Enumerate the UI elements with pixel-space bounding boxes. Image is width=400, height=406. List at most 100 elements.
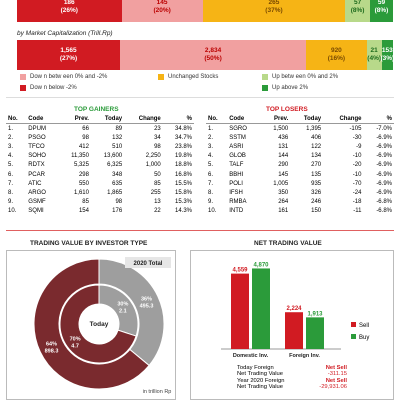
column-header: Prev.: [260, 115, 291, 124]
mcap-segment: 1,565 (27%): [17, 40, 121, 70]
table-cell: 5.: [8, 162, 14, 169]
loser-row: 1. SGRO 1,500 1,395 -105 -7.0%: [206, 124, 394, 134]
donut-slice-amount: 4.7: [71, 343, 79, 349]
table-cell: 6.: [208, 171, 214, 178]
table-cell: ARGO: [28, 189, 46, 196]
bar-value-label: 1,913: [307, 311, 323, 317]
legend-label: Dow n below -2%: [30, 85, 77, 91]
gainer-row: 3. TFCO 412 510 98 23.8%: [6, 142, 194, 151]
mcap-segment: 21 (4%): [366, 40, 382, 70]
table-cell: 1,500: [273, 125, 289, 132]
donut-slice-label: 30%: [117, 302, 128, 308]
gainer-row: 4. SOHO 11,350 13,600 2,250 19.8%: [6, 152, 194, 161]
donut-slice-label: 70%: [70, 336, 81, 342]
net-trading-bar-chart: 4,559 4,870 Domestic Inv. 2,224 1,913 Foreign…: [221, 262, 369, 359]
table-cell: -9: [356, 143, 362, 150]
table-cell: 326: [311, 189, 322, 196]
legend-label: Dow n betw een 0% and -2%: [30, 74, 108, 80]
table-cell: PCAR: [28, 171, 45, 178]
column-header: Today: [290, 115, 324, 124]
year-foreign-row: Year 2020 Foreign Net Sell: [237, 378, 347, 384]
table-cell: IFSH: [229, 189, 243, 196]
table-cell: 98: [115, 199, 123, 206]
table-cell: -6.9%: [376, 180, 392, 187]
table-cell: 15.3%: [174, 199, 192, 206]
gainer-row: 7. ATIC 550 635 85 15.5%: [6, 179, 194, 188]
table-cell: 131: [278, 143, 289, 150]
mcap-title: by Market Capitalization (Trill.Rp): [17, 30, 113, 37]
bar-sell: [285, 312, 303, 349]
table-cell: ATIC: [28, 180, 42, 187]
table-cell: 122: [311, 143, 322, 150]
table-cell: 22: [154, 208, 161, 215]
table-cell: 9.: [208, 199, 214, 206]
table-cell: -20: [352, 162, 362, 169]
table-cell: 176: [112, 208, 123, 215]
table-cell: -6.8%: [376, 199, 392, 206]
gainer-row: 8. ARGO 1,610 1,865 255 15.8%: [6, 188, 194, 197]
column-header: Code: [227, 115, 261, 124]
donut-slice-outer: [33, 258, 150, 390]
table-cell: 510: [112, 143, 123, 150]
market-breadth-bar: 186 (26%) 145 (20%) 265 (37%) 57 (8%) 59 (8%): [17, 0, 393, 22]
x-tick-label: Domestic Inv.: [233, 353, 269, 359]
table-cell: 98: [82, 134, 89, 141]
donut-slice-amount: 2.1: [119, 309, 127, 315]
table-cell: SSTM: [229, 134, 246, 141]
table-header-row: No. Code Prev. Today Change%: [6, 115, 194, 124]
market-cap-bar: 1,565 (27%) 2,834 (50%) 920 (16%) 21 (4%) 153 (3%…: [17, 40, 394, 70]
legend-label-buy: Buy: [359, 335, 369, 341]
swatch-light-red: [20, 74, 26, 80]
bar-buy: [252, 268, 270, 349]
loser-row: 9. RMBA 264 246 -18 -6.8%: [206, 198, 394, 207]
table-cell: 270: [311, 162, 322, 169]
loser-row: 3. ASRI 131 122 -9 -6.9%: [206, 142, 394, 151]
table-cell: TALF: [229, 162, 244, 169]
table-cell: 132: [112, 134, 123, 141]
table-cell: 9.: [8, 199, 14, 206]
table-cell: POLI: [229, 180, 243, 187]
table-cell: -6.8%: [376, 208, 392, 215]
table-cell: 246: [311, 199, 322, 206]
today-net-row: Net Trading Value -311.15: [237, 371, 347, 377]
table-cell: -105: [349, 125, 362, 132]
year-foreign-value: Net Sell: [325, 378, 347, 384]
table-cell: INTD: [229, 208, 244, 215]
column-header: %: [363, 115, 394, 124]
swatch-dark-red: [20, 85, 26, 91]
bar-value-label: 2,224: [286, 306, 302, 312]
table-cell: 85: [154, 180, 161, 187]
net-trading-panel: 4,559 4,870 Domestic Inv. 2,224 1,913 Foreign…: [190, 250, 394, 400]
table-cell: -70: [352, 180, 362, 187]
table-cell: 15.5%: [174, 180, 192, 187]
table-cell: 7.: [8, 180, 14, 187]
table-cell: 550: [78, 180, 89, 187]
table-cell: -6.9%: [376, 143, 392, 150]
column-header: Change: [323, 115, 364, 124]
legend-swatch-buy: [351, 334, 356, 339]
table-cell: -10: [352, 171, 362, 178]
table-cell: 19.8%: [174, 153, 192, 160]
gainer-row: 9. GSMF 85 98 13 15.3%: [6, 198, 194, 207]
table-cell: 635: [112, 180, 123, 187]
table-cell: -6.9%: [376, 153, 392, 160]
table-cell: 144: [278, 153, 289, 160]
breadth-segment: 186 (26%): [17, 0, 122, 22]
table-cell: 406: [311, 134, 322, 141]
table-cell: 6.: [8, 171, 14, 178]
loser-row: 2. SSTM 436 406 -30 -6.9%: [206, 133, 394, 142]
table-cell: RDTX: [28, 162, 45, 169]
table-cell: -10: [352, 153, 362, 160]
x-tick-label: Foreign Inv.: [289, 353, 320, 359]
table-cell: 5,325: [73, 162, 89, 169]
swatch-yellow: [158, 74, 164, 80]
investor-type-title: TRADING VALUE BY INVESTOR TYPE: [30, 240, 148, 247]
year-net-row: Net Trading Value -29,931.06: [237, 384, 347, 390]
table-cell: 2,250: [145, 153, 161, 160]
section-divider: [6, 230, 394, 231]
mcap-segment: 920 (16%): [306, 40, 367, 70]
table-cell: RMBA: [229, 199, 247, 206]
table-cell: 348: [112, 171, 123, 178]
loser-row: 10. INTD 161 150 -11 -6.8%: [206, 207, 394, 216]
table-cell: GLOB: [229, 153, 246, 160]
